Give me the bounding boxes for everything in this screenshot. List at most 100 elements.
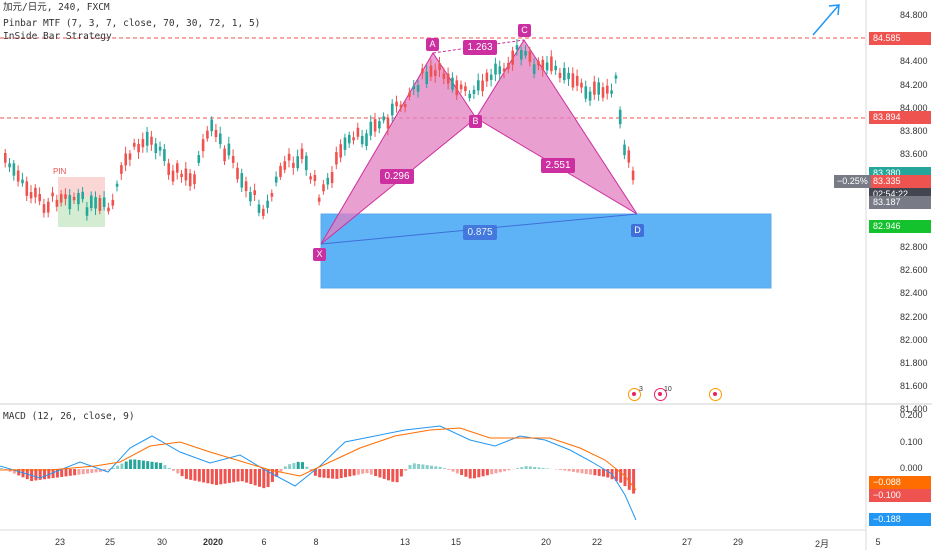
macd-bar — [546, 468, 550, 469]
candle — [16, 170, 20, 182]
macd-bar — [296, 461, 300, 469]
macd-bar — [533, 466, 537, 469]
arrow-drawing-icon[interactable] — [812, 5, 839, 36]
point-b-label[interactable]: B — [469, 115, 482, 128]
macd-bar — [369, 469, 373, 475]
macd-tick: 0.200 — [900, 410, 923, 420]
macd-line — [0, 425, 637, 521]
pinbar-legend[interactable]: Pinbar MTF (7, 3, 7, close, 70, 30, 72, … — [3, 18, 261, 29]
macd-bar — [597, 469, 601, 476]
candle — [528, 51, 532, 62]
macd-bar — [197, 469, 201, 482]
macd-bar — [524, 466, 528, 469]
point-c-label[interactable]: C — [518, 24, 531, 37]
candle — [128, 153, 132, 160]
candle — [279, 165, 282, 177]
macd-bar — [4, 469, 8, 470]
candle — [580, 82, 583, 88]
macd-bar — [584, 469, 588, 474]
candle — [124, 153, 127, 166]
candle — [133, 142, 136, 147]
candle — [395, 101, 398, 107]
candle — [8, 163, 11, 168]
macd-bar — [90, 469, 94, 473]
candle — [197, 155, 201, 163]
candle — [184, 168, 188, 181]
candle — [502, 68, 506, 72]
macd-bar — [606, 469, 610, 478]
point-x-label[interactable]: X — [313, 248, 326, 261]
macd-bar — [240, 469, 244, 482]
candle — [262, 208, 265, 217]
candle — [631, 170, 635, 181]
candle — [145, 131, 149, 146]
candle — [614, 75, 618, 79]
macd-legend[interactable]: MACD (12, 26, close, 9) — [3, 411, 135, 422]
date-tick: 5 — [875, 537, 881, 547]
macd-bar — [133, 459, 137, 469]
macd-bar — [395, 469, 399, 483]
date-tick: 23 — [54, 537, 66, 547]
macd-bar — [159, 462, 163, 469]
candle — [300, 148, 304, 160]
candle — [137, 143, 140, 153]
macd-bar — [77, 469, 81, 475]
insidebar-legend[interactable]: InSide Bar Strategy — [3, 31, 112, 42]
macd-bar — [520, 467, 524, 469]
macd-bar — [356, 469, 360, 475]
macd-bar — [176, 469, 180, 474]
candle — [412, 85, 416, 90]
macd-bar — [167, 467, 171, 469]
candle — [249, 192, 252, 202]
point-d-label[interactable]: D — [631, 224, 644, 237]
candle — [335, 152, 338, 165]
candle — [68, 194, 72, 210]
candle — [524, 50, 527, 56]
price-tick: 81.800 — [900, 358, 928, 368]
macd-bar — [98, 469, 102, 472]
candle — [107, 207, 110, 212]
macd-bar — [313, 469, 317, 476]
event-marker-icon[interactable] — [709, 388, 722, 401]
macd-bar — [253, 469, 257, 486]
candle — [231, 156, 235, 163]
point-a-label[interactable]: A — [426, 38, 439, 51]
candle — [593, 81, 596, 95]
macd-bar — [163, 465, 167, 469]
candle — [167, 163, 170, 175]
macd-bar — [137, 460, 141, 469]
candle — [29, 192, 33, 199]
candle — [34, 187, 37, 198]
candle — [38, 194, 41, 202]
candle — [494, 63, 497, 75]
symbol-legend[interactable]: 加元/日元, 240, FXCM — [3, 2, 110, 13]
candle — [520, 50, 523, 60]
event-marker-icon[interactable] — [628, 388, 641, 401]
event-marker-icon[interactable] — [654, 388, 667, 401]
macd-value-tag: −0.100 — [869, 489, 931, 502]
macd-bar — [348, 469, 352, 477]
macd-bar — [283, 466, 287, 469]
candle — [176, 163, 179, 173]
macd-bar — [417, 463, 421, 469]
macd-histogram — [0, 459, 636, 494]
candle — [180, 173, 183, 178]
ratio-ac-label: 1.263 — [463, 40, 497, 55]
potential-reversal-zone[interactable] — [320, 213, 772, 289]
macd-bar — [387, 469, 390, 481]
macd-bar — [17, 469, 21, 476]
candle — [283, 161, 287, 170]
candle — [438, 63, 441, 71]
macd-bar — [425, 465, 429, 469]
candle — [365, 133, 368, 147]
candlestick-series[interactable] — [4, 38, 635, 221]
macd-bar — [0, 468, 3, 469]
macd-bar — [301, 462, 304, 469]
macd-tick: 0.000 — [900, 463, 923, 473]
macd-bar — [120, 463, 124, 469]
macd-bar — [438, 466, 442, 469]
candle — [446, 73, 450, 84]
candle — [326, 177, 330, 185]
macd-bar — [150, 461, 154, 469]
